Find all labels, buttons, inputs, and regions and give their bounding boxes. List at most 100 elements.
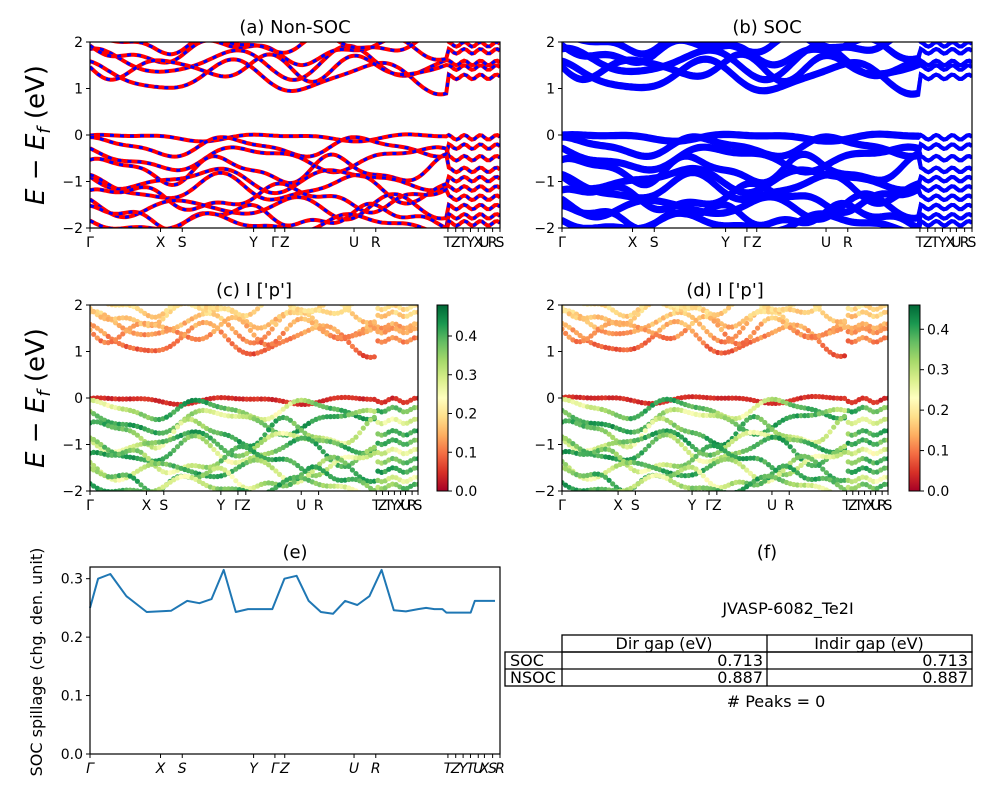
band-point bbox=[236, 444, 242, 450]
band-point bbox=[138, 331, 144, 338]
band-point bbox=[291, 420, 297, 426]
band-point bbox=[233, 344, 239, 350]
y-tick-label: −1 bbox=[534, 175, 555, 191]
x-tick-label: Γ bbox=[705, 498, 713, 514]
x-tick-label: Γ bbox=[271, 761, 280, 777]
band-point bbox=[722, 331, 728, 337]
band-point bbox=[646, 443, 652, 449]
band-point bbox=[98, 395, 104, 401]
band-point bbox=[769, 465, 775, 471]
band-point bbox=[179, 296, 184, 301]
band-point bbox=[415, 321, 418, 327]
band-point bbox=[838, 295, 843, 300]
y-tick-label: 2 bbox=[74, 298, 83, 314]
band-point bbox=[415, 428, 418, 434]
band-point bbox=[791, 448, 797, 454]
band-point bbox=[415, 481, 418, 487]
band-point bbox=[415, 305, 418, 308]
band-point bbox=[218, 458, 224, 464]
band-point bbox=[174, 338, 181, 344]
band-point bbox=[368, 417, 374, 423]
x-tick-label: Y bbox=[937, 235, 947, 251]
band-point bbox=[769, 426, 775, 432]
band-point bbox=[841, 449, 848, 455]
x-tick-label: X bbox=[156, 235, 166, 251]
x-tick-label: R bbox=[488, 235, 498, 251]
band-point bbox=[222, 395, 228, 401]
band-point bbox=[415, 446, 418, 452]
band-point bbox=[841, 443, 848, 449]
band-point bbox=[693, 446, 699, 453]
band-point bbox=[635, 307, 641, 313]
band-point bbox=[178, 420, 184, 426]
band-point bbox=[313, 441, 319, 447]
band-point bbox=[747, 408, 754, 414]
band-point bbox=[371, 414, 377, 420]
x-tick-label: T bbox=[841, 498, 851, 514]
band-point bbox=[335, 329, 341, 335]
band-point bbox=[704, 477, 710, 483]
band-point bbox=[646, 405, 652, 411]
band-point bbox=[368, 396, 374, 402]
band-point bbox=[266, 427, 272, 433]
band-point bbox=[827, 473, 833, 479]
band-point bbox=[769, 400, 775, 406]
x-tick-label: S bbox=[884, 498, 893, 514]
band-point bbox=[693, 466, 699, 472]
band-point bbox=[686, 460, 692, 466]
band-point bbox=[805, 328, 811, 334]
band-point bbox=[320, 328, 326, 335]
band-point bbox=[559, 298, 564, 303]
band-point bbox=[780, 468, 786, 474]
panel-a-ylabel: E − Ef (eV) bbox=[21, 65, 55, 205]
y-tick-label: −2 bbox=[534, 484, 555, 500]
band-point bbox=[368, 296, 373, 301]
band-point bbox=[584, 305, 590, 307]
band-point bbox=[697, 469, 703, 475]
x-tick-label: X bbox=[142, 498, 152, 514]
band-point bbox=[371, 487, 377, 491]
band-point bbox=[686, 324, 692, 330]
band-point bbox=[236, 413, 242, 419]
band-point bbox=[189, 429, 195, 435]
x-tick-label: Y bbox=[859, 498, 869, 514]
band-point bbox=[222, 318, 228, 324]
band-point bbox=[204, 439, 210, 445]
band-point bbox=[353, 434, 359, 440]
x-tick-label: X bbox=[479, 761, 490, 777]
band-point bbox=[309, 307, 315, 313]
band-point bbox=[842, 297, 847, 302]
band-point bbox=[831, 479, 837, 485]
band-point bbox=[765, 462, 772, 468]
band-point bbox=[885, 325, 888, 332]
nonsoc-band-dashed bbox=[90, 145, 500, 174]
colorbar-tick-label: 0.0 bbox=[927, 484, 949, 500]
band-point bbox=[215, 450, 221, 456]
band-point bbox=[809, 462, 815, 469]
band-point bbox=[834, 420, 840, 426]
x-tick-label: Y bbox=[216, 498, 226, 514]
spillage-line bbox=[89, 568, 495, 615]
band-point bbox=[707, 332, 714, 338]
band-point bbox=[94, 335, 100, 341]
band-point bbox=[700, 325, 706, 331]
band-point bbox=[273, 468, 279, 474]
band-point bbox=[682, 446, 688, 452]
band-point bbox=[400, 478, 406, 485]
band-point bbox=[295, 424, 301, 430]
band-point bbox=[841, 353, 848, 359]
band-point bbox=[726, 305, 732, 311]
band-point bbox=[599, 395, 605, 401]
band-point bbox=[885, 321, 888, 327]
band-point bbox=[138, 396, 144, 402]
band-point bbox=[174, 305, 181, 309]
band-point bbox=[567, 297, 572, 302]
band-point bbox=[131, 475, 137, 481]
band-point bbox=[606, 395, 612, 401]
band-point bbox=[689, 328, 696, 334]
band-point bbox=[105, 333, 111, 339]
panel-e-frame bbox=[89, 566, 501, 755]
band-point bbox=[689, 314, 696, 320]
band-point bbox=[360, 480, 366, 486]
band-point bbox=[229, 474, 235, 480]
